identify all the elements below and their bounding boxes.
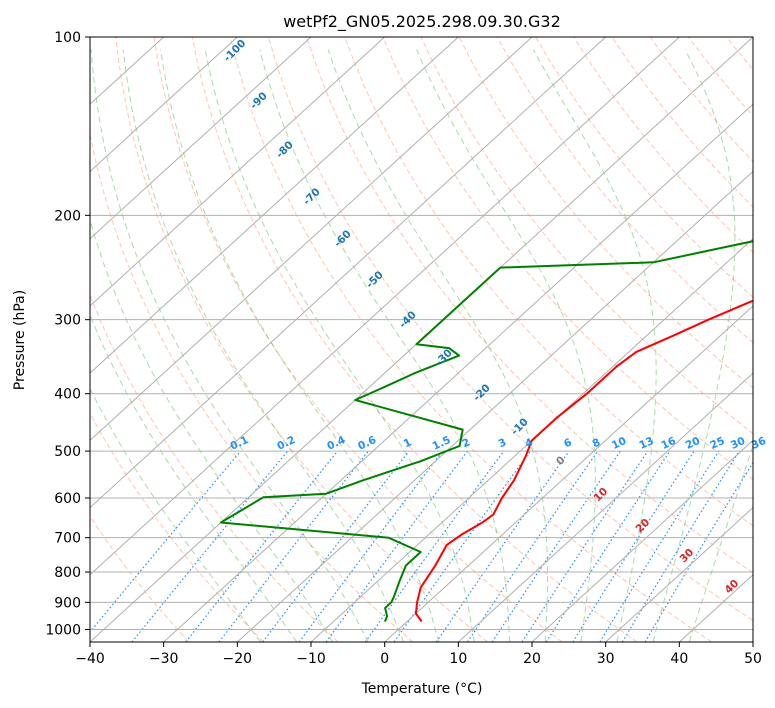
plot-frame [89,36,754,643]
mixing-ratio-line [435,450,570,642]
isotherm-line [90,37,680,576]
x-tick-label: 30 [597,651,615,667]
moist-adiabat-line [688,443,753,642]
mixing-ratio-label: 25 [708,435,726,452]
x-tick-label: 10 [449,651,467,667]
mixing-ratio-line [262,450,410,642]
x-tick-label: 0 [380,651,389,667]
x-tick-label: −40 [75,651,105,667]
mixing-ratio-label: 3 [497,436,509,450]
x-tick-label: 40 [670,651,688,667]
mixing-ratio-line [90,450,242,633]
isotherm-line [531,439,753,642]
isotherm-line [163,103,753,642]
x-tick-label: −20 [223,651,253,667]
mixing-ratio-label: 10 [610,435,628,452]
x-axis-label: Temperature (°C) [361,681,483,697]
moist-adiabat-line [90,387,262,642]
dewpoint-profile-line [219,240,753,622]
y-tick-label: 200 [54,208,81,224]
mixing-ratio-line [491,450,621,642]
mixing-ratio-label: 4 [523,436,535,450]
mixing-ratio-line [545,450,671,642]
dry-adiabat-line [306,37,753,574]
isotherm-line [90,37,238,173]
y-tick-label: 400 [54,387,81,403]
mixing-ratio-line [298,450,444,642]
moist-adiabat-line [652,49,736,642]
mixing-ratio-line [131,450,289,642]
mixing-ratio-line [325,450,468,642]
isotherm-line [90,37,312,240]
x-tick-label: −30 [149,651,179,667]
y-tick-label: 600 [54,491,81,507]
mixing-ratio-label: 13 [637,435,655,452]
mixing-ratio-label: 30 [729,435,747,452]
profile-lines [219,240,753,623]
mixing-ratio-label: 1 [402,436,414,450]
y-tick-label: 800 [54,565,81,581]
moist-adiabat-line [160,49,440,642]
moist-adiabat-line [259,49,511,642]
mixing-ratio-line [466,450,599,642]
x-tick-label: 50 [744,651,762,667]
moist-adiabat-line [327,49,548,642]
y-tick-label: 700 [54,531,81,547]
moist-adiabat-line [122,49,405,642]
isobar-grid [90,37,753,630]
x-tick-label: 20 [523,651,541,667]
isotherm-line [90,37,533,442]
mixing-ratio-label: 36 [750,435,768,452]
y-tick-label: 100 [54,30,81,46]
isotherm-line [90,37,386,307]
y-axis-label: Pressure (hPa) [12,290,28,390]
dry-adiabat-line [535,37,753,298]
isotherm-line [457,372,753,642]
moist-adiabat-line [90,313,298,642]
x-axis: −40 −30 −20 −10 0 10 20 30 40 50 [75,642,762,667]
y-tick-label: 300 [54,313,81,329]
isotherm-line [605,506,753,642]
dry-adiabat-line [115,37,488,642]
mixing-ratio-line [521,450,649,642]
moist-adiabat-line [204,49,475,642]
isotherm-line [90,37,459,374]
dry-adiabat-line [382,37,753,481]
y-tick-label: 1000 [45,622,81,638]
moist-adiabat-line [90,49,369,642]
mixing-ratio-line [621,450,740,642]
mixing-ratio-label: 2 [460,436,472,450]
y-tick-label: 500 [54,444,81,460]
mixing-ratio-label: 16 [659,435,677,452]
dry-adiabat-line [90,412,264,642]
dry-adiabat-line [496,37,753,344]
chart-title: wetPf2_GN05.2025.298.09.30.G32 [283,12,561,32]
dry-adiabat-line [268,37,753,622]
mixing-ratio-label: 8 [591,436,603,450]
mixing-ratio-line [364,450,505,642]
isotherm-line [384,305,753,642]
isotherm-line [310,237,753,642]
y-tick-label: 900 [54,595,81,611]
x-tick-label: −10 [296,651,326,667]
mixing-ratio-label: 20 [684,435,702,452]
isotherm-line [90,37,607,509]
y-axis: 100 200 300 400 500 600 700 800 900 1000 [45,30,90,638]
mixing-ratio-label: 6 [562,436,574,450]
mixing-ratio-line [572,450,695,642]
isotherm-line [236,170,753,642]
temperature-profile-line [414,299,753,623]
background-lines [90,37,753,642]
dry-adiabat-line [420,37,753,435]
dry-adiabat-line [191,37,638,642]
dry-adiabat-line [153,37,563,642]
